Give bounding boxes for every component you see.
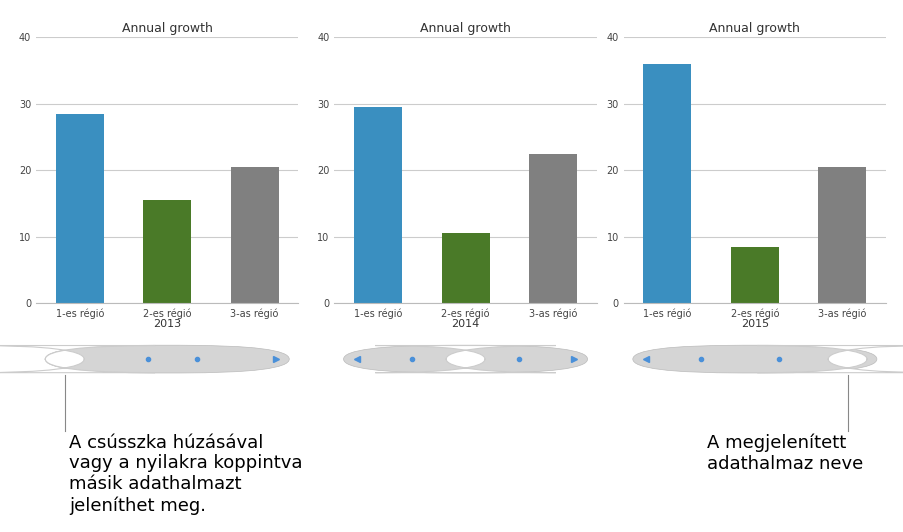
Title: Annual growth: Annual growth bbox=[122, 22, 212, 35]
Bar bbox=[817, 167, 865, 303]
Bar bbox=[56, 114, 104, 303]
FancyBboxPatch shape bbox=[375, 345, 555, 373]
Bar bbox=[528, 154, 576, 303]
FancyBboxPatch shape bbox=[632, 345, 876, 373]
FancyBboxPatch shape bbox=[0, 345, 155, 373]
Title: Annual growth: Annual growth bbox=[420, 22, 510, 35]
FancyBboxPatch shape bbox=[45, 345, 289, 373]
Bar bbox=[354, 107, 402, 303]
FancyBboxPatch shape bbox=[343, 345, 587, 373]
Text: 2013: 2013 bbox=[153, 319, 182, 329]
Text: A csússzka húzásával
vagy a nyilakra koppintva
másik adathalmazt
jeleníthet meg.: A csússzka húzásával vagy a nyilakra kop… bbox=[70, 434, 303, 514]
Title: Annual growth: Annual growth bbox=[709, 22, 799, 35]
Text: 2015: 2015 bbox=[740, 319, 768, 329]
FancyBboxPatch shape bbox=[757, 345, 903, 373]
Bar bbox=[143, 200, 191, 303]
Bar bbox=[230, 167, 278, 303]
Bar bbox=[643, 64, 691, 303]
Text: A megjelenített
adathalmaz neve: A megjelenített adathalmaz neve bbox=[707, 434, 862, 473]
Bar bbox=[441, 234, 489, 303]
Bar bbox=[730, 247, 778, 303]
Text: 2014: 2014 bbox=[451, 319, 479, 329]
